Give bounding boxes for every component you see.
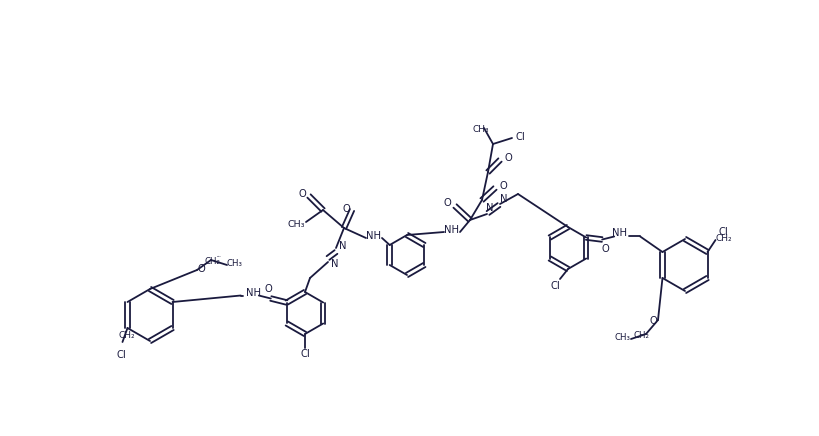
Text: O: O (442, 198, 450, 208)
Text: Cl: Cl (550, 281, 559, 291)
Text: N: N (331, 259, 338, 269)
Text: O: O (499, 181, 506, 191)
Text: CH₂: CH₂ (714, 234, 731, 242)
Text: CH₃: CH₃ (472, 125, 489, 133)
Text: Cl: Cl (514, 132, 524, 142)
Text: CH₂: CH₂ (118, 331, 134, 341)
Text: CH₃: CH₃ (227, 259, 242, 269)
Text: ethoxy: ethoxy (216, 255, 221, 257)
Text: O: O (265, 285, 273, 294)
Text: O: O (649, 316, 656, 326)
Text: N: N (486, 203, 493, 213)
Text: CH₂: CH₂ (633, 331, 649, 341)
Text: O: O (298, 189, 305, 199)
Text: O: O (600, 243, 609, 253)
Text: NH: NH (366, 231, 381, 241)
Text: O: O (197, 264, 205, 274)
Text: O: O (504, 153, 511, 163)
Text: CH₃: CH₃ (614, 334, 631, 343)
Text: N: N (339, 241, 346, 251)
Text: CH₂: CH₂ (205, 258, 221, 266)
Text: Cl: Cl (717, 227, 727, 237)
Text: N: N (500, 194, 507, 204)
Text: Cl: Cl (116, 350, 126, 360)
Text: O: O (342, 204, 350, 214)
Text: CH₃: CH₃ (287, 219, 305, 228)
Text: NH: NH (246, 287, 261, 297)
Text: NH: NH (611, 228, 626, 238)
Text: Cl: Cl (300, 349, 310, 359)
Text: NH: NH (444, 225, 459, 235)
